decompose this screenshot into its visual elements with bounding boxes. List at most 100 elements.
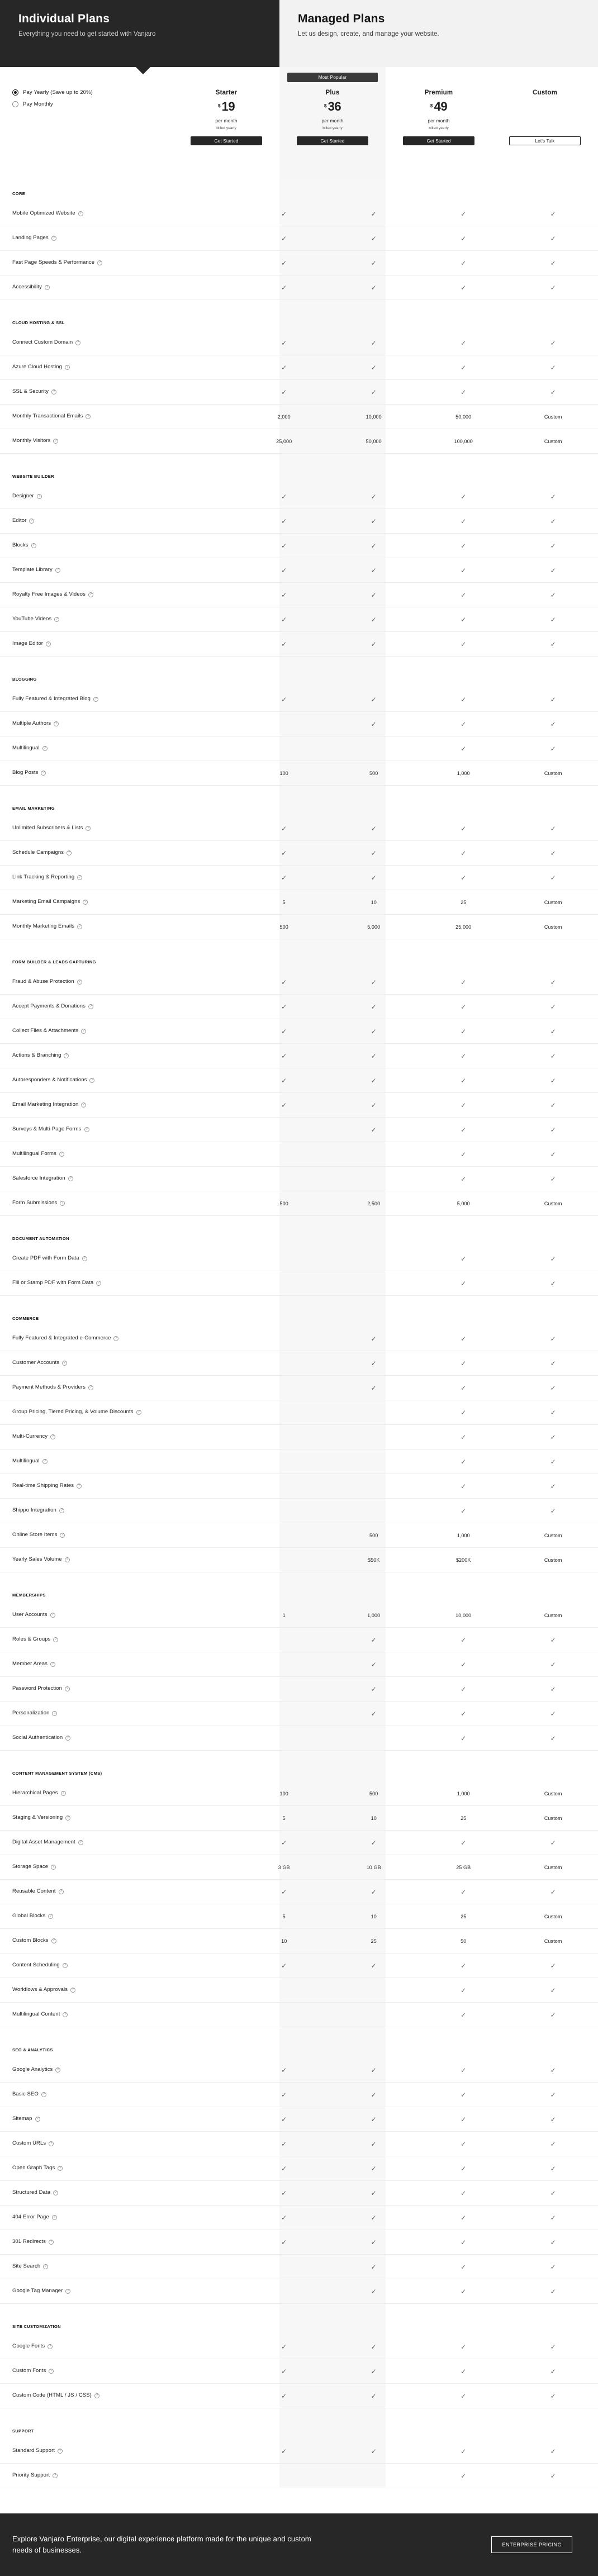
help-tooltip-icon[interactable]: ? bbox=[48, 2344, 53, 2349]
help-tooltip-icon[interactable]: ? bbox=[60, 1533, 65, 1538]
value-text: Custom bbox=[544, 1938, 562, 1944]
help-tooltip-icon[interactable]: ? bbox=[64, 1053, 69, 1058]
help-tooltip-icon[interactable]: ? bbox=[75, 340, 81, 345]
help-tooltip-icon[interactable]: ? bbox=[65, 1815, 71, 1821]
help-tooltip-icon[interactable]: ? bbox=[89, 1078, 95, 1083]
help-tooltip-icon[interactable]: ? bbox=[55, 568, 60, 573]
help-tooltip-icon[interactable]: ? bbox=[42, 1459, 48, 1464]
help-tooltip-icon[interactable]: ? bbox=[77, 980, 82, 985]
help-tooltip-icon[interactable]: ? bbox=[51, 1938, 56, 1943]
help-tooltip-icon[interactable]: ? bbox=[65, 1736, 71, 1741]
help-tooltip-icon[interactable]: ? bbox=[36, 494, 42, 499]
help-tooltip-icon[interactable]: ? bbox=[70, 1988, 76, 1993]
help-tooltip-icon[interactable]: ? bbox=[35, 2117, 40, 2122]
radio-monthly-icon[interactable] bbox=[12, 101, 18, 107]
help-tooltip-icon[interactable]: ? bbox=[48, 2240, 54, 2245]
help-tooltip-icon[interactable]: ? bbox=[83, 900, 88, 905]
help-tooltip-icon[interactable]: ? bbox=[46, 641, 51, 647]
help-tooltip-icon[interactable]: ? bbox=[51, 2215, 57, 2220]
check-icon: ✓ bbox=[281, 824, 287, 833]
help-tooltip-icon[interactable]: ? bbox=[82, 1256, 87, 1261]
help-tooltip-icon[interactable]: ? bbox=[31, 543, 36, 548]
help-tooltip-icon[interactable]: ? bbox=[43, 2264, 49, 2269]
help-tooltip-icon[interactable]: ? bbox=[50, 1662, 55, 1667]
help-tooltip-icon[interactable]: ? bbox=[49, 2141, 54, 2146]
help-tooltip-icon[interactable]: ? bbox=[63, 2012, 68, 2017]
enterprise-pricing-button[interactable]: ENTERPRISE PRICING bbox=[491, 2536, 572, 2553]
help-tooltip-icon[interactable]: ? bbox=[51, 236, 56, 241]
help-tooltip-icon[interactable]: ? bbox=[78, 211, 83, 216]
help-tooltip-icon[interactable]: ? bbox=[50, 1434, 56, 1439]
value-text: 1,000 bbox=[367, 1612, 381, 1618]
help-tooltip-icon[interactable]: ? bbox=[58, 2449, 63, 2454]
feature-name-cell: Marketing Email Campaigns? bbox=[0, 898, 239, 906]
help-tooltip-icon[interactable]: ? bbox=[62, 1963, 68, 1968]
help-tooltip-icon[interactable]: ? bbox=[65, 365, 70, 370]
help-tooltip-icon[interactable]: ? bbox=[45, 285, 50, 290]
help-tooltip-icon[interactable]: ? bbox=[94, 2393, 99, 2398]
get-started-button-premium[interactable]: Get Started bbox=[403, 136, 474, 145]
help-tooltip-icon[interactable]: ? bbox=[88, 1385, 94, 1390]
help-tooltip-icon[interactable]: ? bbox=[49, 2369, 54, 2374]
help-tooltip-icon[interactable]: ? bbox=[54, 617, 60, 622]
billing-option-monthly[interactable]: Pay Monthly bbox=[12, 101, 180, 107]
help-tooltip-icon[interactable]: ? bbox=[62, 1361, 68, 1366]
help-tooltip-icon[interactable]: ? bbox=[48, 1914, 54, 1919]
help-tooltip-icon[interactable]: ? bbox=[64, 1557, 70, 1562]
help-tooltip-icon[interactable]: ? bbox=[68, 1176, 73, 1181]
help-tooltip-icon[interactable]: ? bbox=[53, 1637, 59, 1642]
feature-row: Payment Methods & Providers? ✓ ✓ ✓ bbox=[0, 1376, 598, 1400]
help-tooltip-icon[interactable]: ? bbox=[93, 697, 98, 702]
lets-talk-button[interactable]: Let's Talk bbox=[509, 136, 581, 145]
help-tooltip-icon[interactable]: ? bbox=[59, 1152, 64, 1157]
help-tooltip-icon[interactable]: ? bbox=[81, 1102, 87, 1108]
help-tooltip-icon[interactable]: ? bbox=[136, 1410, 141, 1415]
value-text: 5,000 bbox=[367, 924, 381, 930]
help-tooltip-icon[interactable]: ? bbox=[88, 1004, 94, 1009]
help-tooltip-icon[interactable]: ? bbox=[53, 2190, 59, 2195]
get-started-button-plus[interactable]: Get Started bbox=[297, 136, 368, 145]
help-tooltip-icon[interactable]: ? bbox=[97, 260, 103, 265]
help-tooltip-icon[interactable]: ? bbox=[78, 1840, 83, 1845]
help-tooltip-icon[interactable]: ? bbox=[53, 2473, 58, 2478]
help-tooltip-icon[interactable]: ? bbox=[55, 2068, 61, 2073]
help-tooltip-icon[interactable]: ? bbox=[41, 2092, 46, 2097]
help-tooltip-icon[interactable]: ? bbox=[65, 2289, 71, 2294]
help-tooltip-icon[interactable]: ? bbox=[60, 1201, 65, 1206]
help-tooltip-icon[interactable]: ? bbox=[77, 924, 83, 929]
help-tooltip-icon[interactable]: ? bbox=[84, 1127, 89, 1132]
feature-value-cell: 5,000 bbox=[419, 1201, 509, 1206]
help-tooltip-icon[interactable]: ? bbox=[86, 414, 91, 419]
billing-option-yearly[interactable]: Pay Yearly (Save up to 20%) bbox=[12, 89, 180, 96]
help-tooltip-icon[interactable]: ? bbox=[50, 1613, 55, 1618]
help-tooltip-icon[interactable]: ? bbox=[29, 519, 35, 524]
help-tooltip-icon[interactable]: ? bbox=[65, 1686, 70, 1691]
help-tooltip-icon[interactable]: ? bbox=[51, 1865, 56, 1870]
value-text: 500 bbox=[369, 770, 378, 776]
feature-label: SSL & Security bbox=[12, 388, 49, 395]
help-tooltip-icon[interactable]: ? bbox=[86, 826, 91, 831]
help-tooltip-icon[interactable]: ? bbox=[88, 592, 93, 597]
help-tooltip-icon[interactable]: ? bbox=[42, 746, 48, 751]
feature-row: Site Search? ✓ ✓ ✓ bbox=[0, 2255, 598, 2279]
help-tooltip-icon[interactable]: ? bbox=[53, 439, 59, 444]
help-tooltip-icon[interactable]: ? bbox=[67, 850, 72, 856]
help-tooltip-icon[interactable]: ? bbox=[41, 771, 46, 776]
get-started-button-starter[interactable]: Get Started bbox=[191, 136, 262, 145]
help-tooltip-icon[interactable]: ? bbox=[58, 2166, 63, 2171]
feature-label: Password Protection bbox=[12, 1685, 63, 1692]
feature-value-cell: ✓ bbox=[329, 1102, 419, 1109]
feature-value-cell: 1,000 bbox=[419, 1533, 509, 1538]
help-tooltip-icon[interactable]: ? bbox=[59, 1508, 64, 1513]
help-tooltip-icon[interactable]: ? bbox=[96, 1281, 102, 1286]
help-tooltip-icon[interactable]: ? bbox=[60, 1791, 66, 1796]
help-tooltip-icon[interactable]: ? bbox=[52, 1711, 58, 1716]
radio-yearly-icon[interactable] bbox=[12, 89, 18, 96]
help-tooltip-icon[interactable]: ? bbox=[54, 721, 59, 726]
help-tooltip-icon[interactable]: ? bbox=[77, 875, 83, 880]
help-tooltip-icon[interactable]: ? bbox=[51, 389, 56, 395]
help-tooltip-icon[interactable]: ? bbox=[81, 1029, 87, 1034]
help-tooltip-icon[interactable]: ? bbox=[77, 1484, 82, 1489]
help-tooltip-icon[interactable]: ? bbox=[113, 1336, 119, 1341]
help-tooltip-icon[interactable]: ? bbox=[58, 1889, 64, 1894]
